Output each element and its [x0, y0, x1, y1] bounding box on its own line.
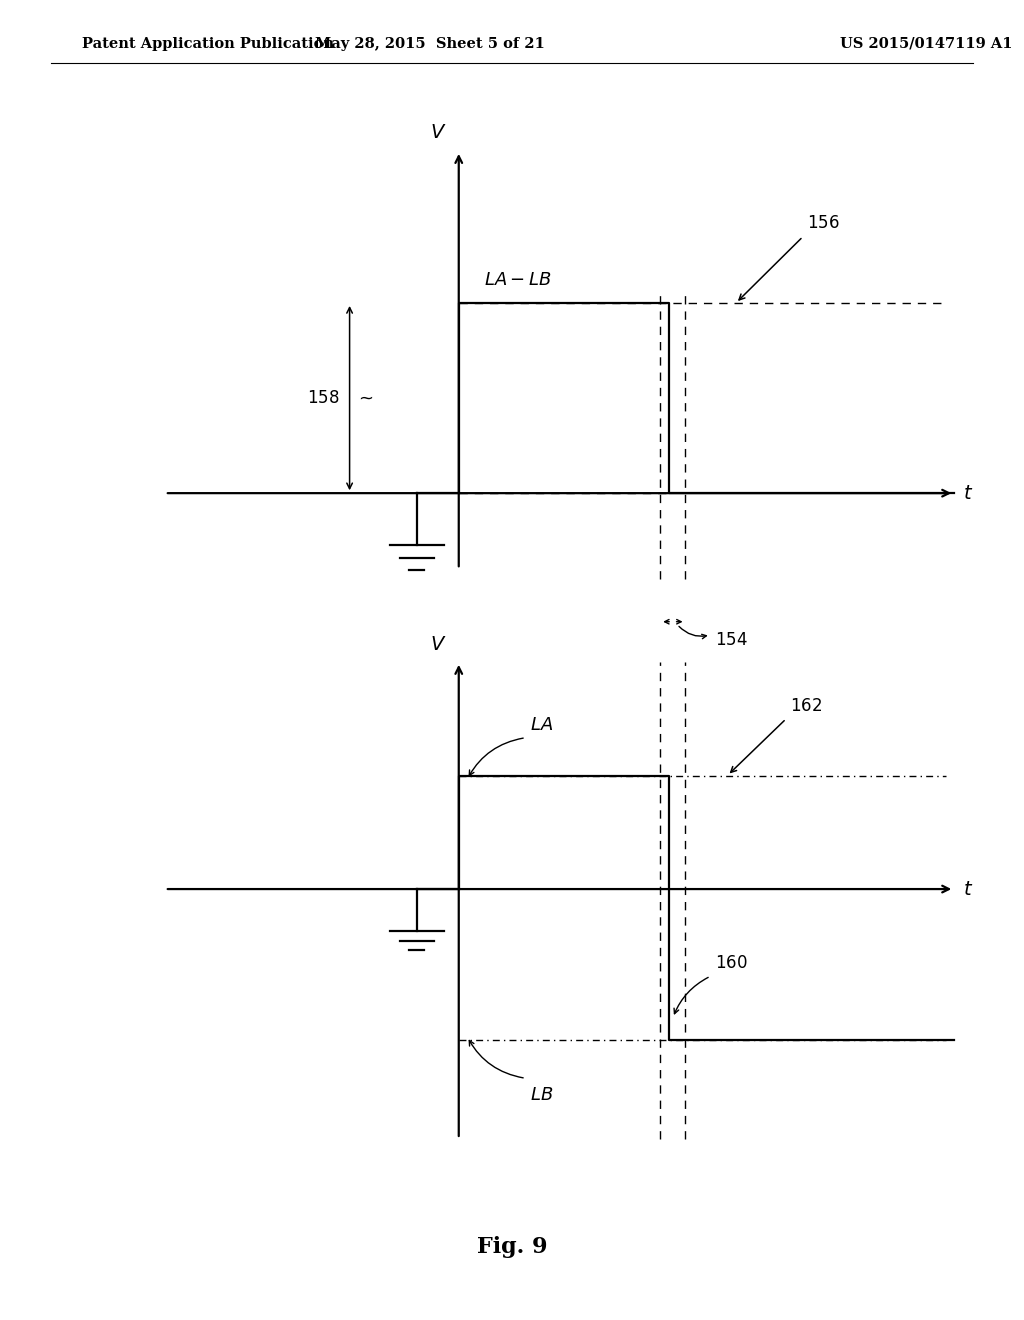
Text: Fig. 9: Fig. 9 — [477, 1237, 547, 1258]
Text: $156$: $156$ — [807, 214, 840, 232]
Text: $V$: $V$ — [430, 635, 446, 655]
Text: Patent Application Publication: Patent Application Publication — [82, 37, 334, 50]
Text: $160$: $160$ — [715, 954, 748, 973]
Text: $LB$: $LB$ — [530, 1086, 553, 1104]
Text: $LA-LB$: $LA-LB$ — [484, 271, 552, 289]
Text: $162$: $162$ — [791, 697, 822, 715]
Text: ~: ~ — [358, 389, 373, 407]
Text: May 28, 2015  Sheet 5 of 21: May 28, 2015 Sheet 5 of 21 — [315, 37, 545, 50]
Text: $158$: $158$ — [307, 389, 340, 407]
Text: US 2015/0147119 A1: US 2015/0147119 A1 — [840, 37, 1012, 50]
Text: $154$: $154$ — [715, 631, 748, 649]
Text: $t$: $t$ — [963, 483, 973, 503]
Text: $LA$: $LA$ — [530, 715, 553, 734]
Text: $V$: $V$ — [430, 123, 446, 141]
Text: $t$: $t$ — [963, 879, 973, 899]
